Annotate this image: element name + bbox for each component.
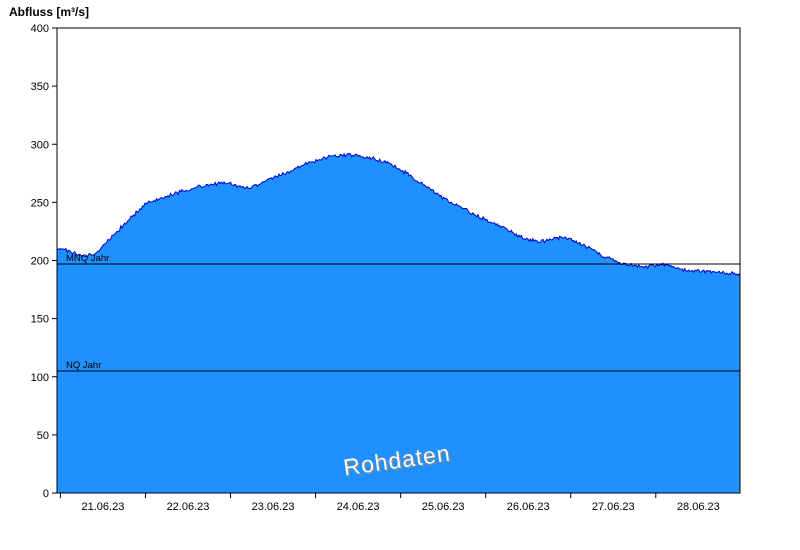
x-axis-tick-label: 27.06.23 [592,501,635,513]
reference-lines-layer: MNQ Jahr NQ Jahr [57,253,740,372]
x-axis-tick-label: 28.06.23 [677,501,720,513]
x-axis-tick-label: 25.06.23 [422,501,465,513]
y-axis-tick-label: 150 [31,314,49,326]
y-axis-tick-label: 300 [31,139,49,151]
chart-title: Abfluss [m³/s] [9,5,89,19]
y-axis-tick-label: 350 [31,81,49,93]
x-axis-tick-label: 21.06.23 [82,501,125,513]
y-axis-tick-label: 400 [31,23,49,35]
reference-line-label-nq-jahr: NQ Jahr [66,360,101,371]
y-axis-tick-label: 100 [31,372,49,384]
discharge-area-series [57,153,740,493]
y-axis-tick-label: 250 [31,197,49,209]
x-axis-tick-label: 22.06.23 [167,501,210,513]
x-axis-tick-label: 23.06.23 [252,501,295,513]
x-axis-tick-label: 24.06.23 [337,501,380,513]
reference-line-label-mnq-jahr: MNQ Jahr [66,253,109,264]
plot-border [56,27,741,494]
y-axis-tick-label: 200 [31,256,49,268]
y-axis-tick-label: 0 [43,488,49,500]
x-axis-tick-label: 26.06.23 [507,501,550,513]
axes-layer: 0 50 100 150 200 250 300 350 400 21.06.23 22.06.23… [31,23,720,513]
y-axis-tick-label: 50 [37,430,49,442]
